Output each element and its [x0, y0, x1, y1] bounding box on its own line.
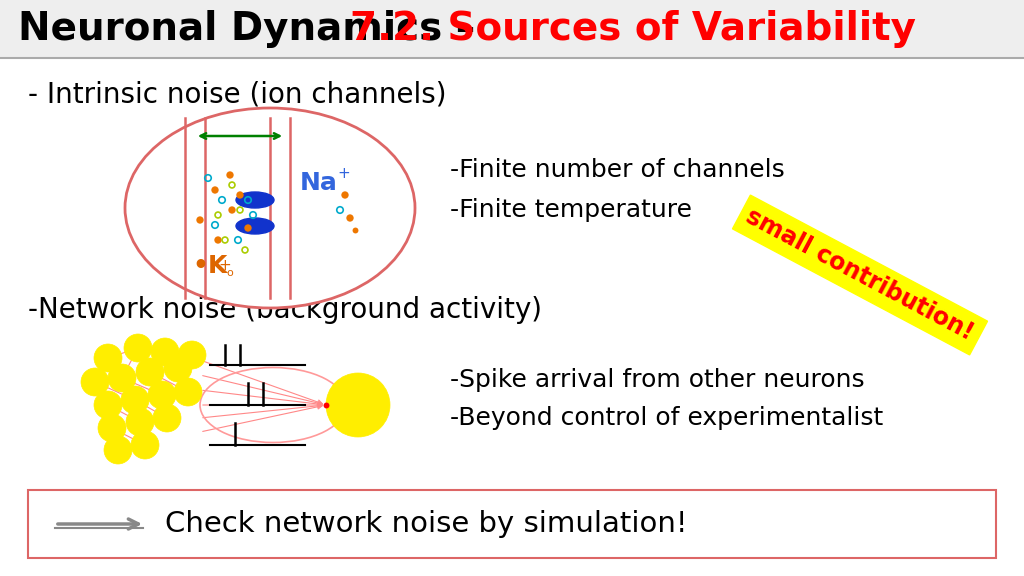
FancyBboxPatch shape: [28, 490, 996, 558]
Text: o: o: [226, 268, 232, 278]
Circle shape: [108, 364, 136, 392]
Circle shape: [174, 378, 202, 406]
Ellipse shape: [125, 108, 415, 308]
Circle shape: [153, 404, 181, 432]
Point: [347, 225, 364, 234]
Point: [245, 210, 261, 219]
Point: [240, 195, 256, 204]
Circle shape: [151, 338, 179, 366]
Point: [214, 195, 230, 204]
Ellipse shape: [236, 218, 274, 234]
Circle shape: [94, 344, 122, 372]
Point: [237, 245, 253, 255]
Circle shape: [126, 408, 154, 436]
Text: Na: Na: [300, 171, 338, 195]
Circle shape: [326, 373, 390, 437]
Point: [224, 206, 241, 215]
Point: [332, 206, 348, 215]
Circle shape: [136, 358, 164, 386]
Text: •K: •K: [193, 254, 227, 278]
Text: -Finite temperature: -Finite temperature: [450, 198, 692, 222]
Circle shape: [104, 436, 132, 464]
Point: [317, 400, 334, 410]
Circle shape: [131, 431, 159, 459]
Circle shape: [164, 354, 193, 382]
Point: [200, 173, 216, 183]
Point: [210, 210, 226, 219]
Point: [337, 191, 353, 200]
Point: [207, 221, 223, 230]
Point: [191, 215, 208, 225]
Text: -Spike arrival from other neurons: -Spike arrival from other neurons: [450, 368, 864, 392]
Text: 7.2. Sources of Variability: 7.2. Sources of Variability: [350, 10, 916, 48]
Circle shape: [148, 381, 176, 409]
Text: +: +: [218, 259, 230, 274]
Point: [231, 206, 248, 215]
Point: [229, 236, 246, 245]
Point: [217, 236, 233, 245]
Point: [224, 180, 241, 190]
Text: - Intrinsic noise (ion channels): - Intrinsic noise (ion channels): [28, 81, 446, 109]
Point: [231, 191, 248, 200]
Text: -Network noise (background activity): -Network noise (background activity): [28, 296, 542, 324]
Point: [240, 223, 256, 233]
Text: -Beyond control of experimentalist: -Beyond control of experimentalist: [450, 406, 884, 430]
Circle shape: [98, 414, 126, 442]
Point: [342, 213, 358, 222]
Circle shape: [124, 334, 152, 362]
Ellipse shape: [236, 192, 274, 208]
Point: [207, 185, 223, 195]
Circle shape: [178, 341, 206, 369]
Text: Neuronal Dynamics –: Neuronal Dynamics –: [18, 10, 488, 48]
Point: [222, 170, 239, 180]
Text: +: +: [337, 165, 350, 180]
Text: small contribution!: small contribution!: [742, 204, 978, 345]
Circle shape: [94, 391, 122, 419]
Bar: [0, 0, 1024, 58]
Circle shape: [121, 386, 150, 414]
Point: [210, 236, 226, 245]
Circle shape: [81, 368, 109, 396]
Text: Check network noise by simulation!: Check network noise by simulation!: [165, 510, 687, 538]
Text: -Finite number of channels: -Finite number of channels: [450, 158, 784, 182]
